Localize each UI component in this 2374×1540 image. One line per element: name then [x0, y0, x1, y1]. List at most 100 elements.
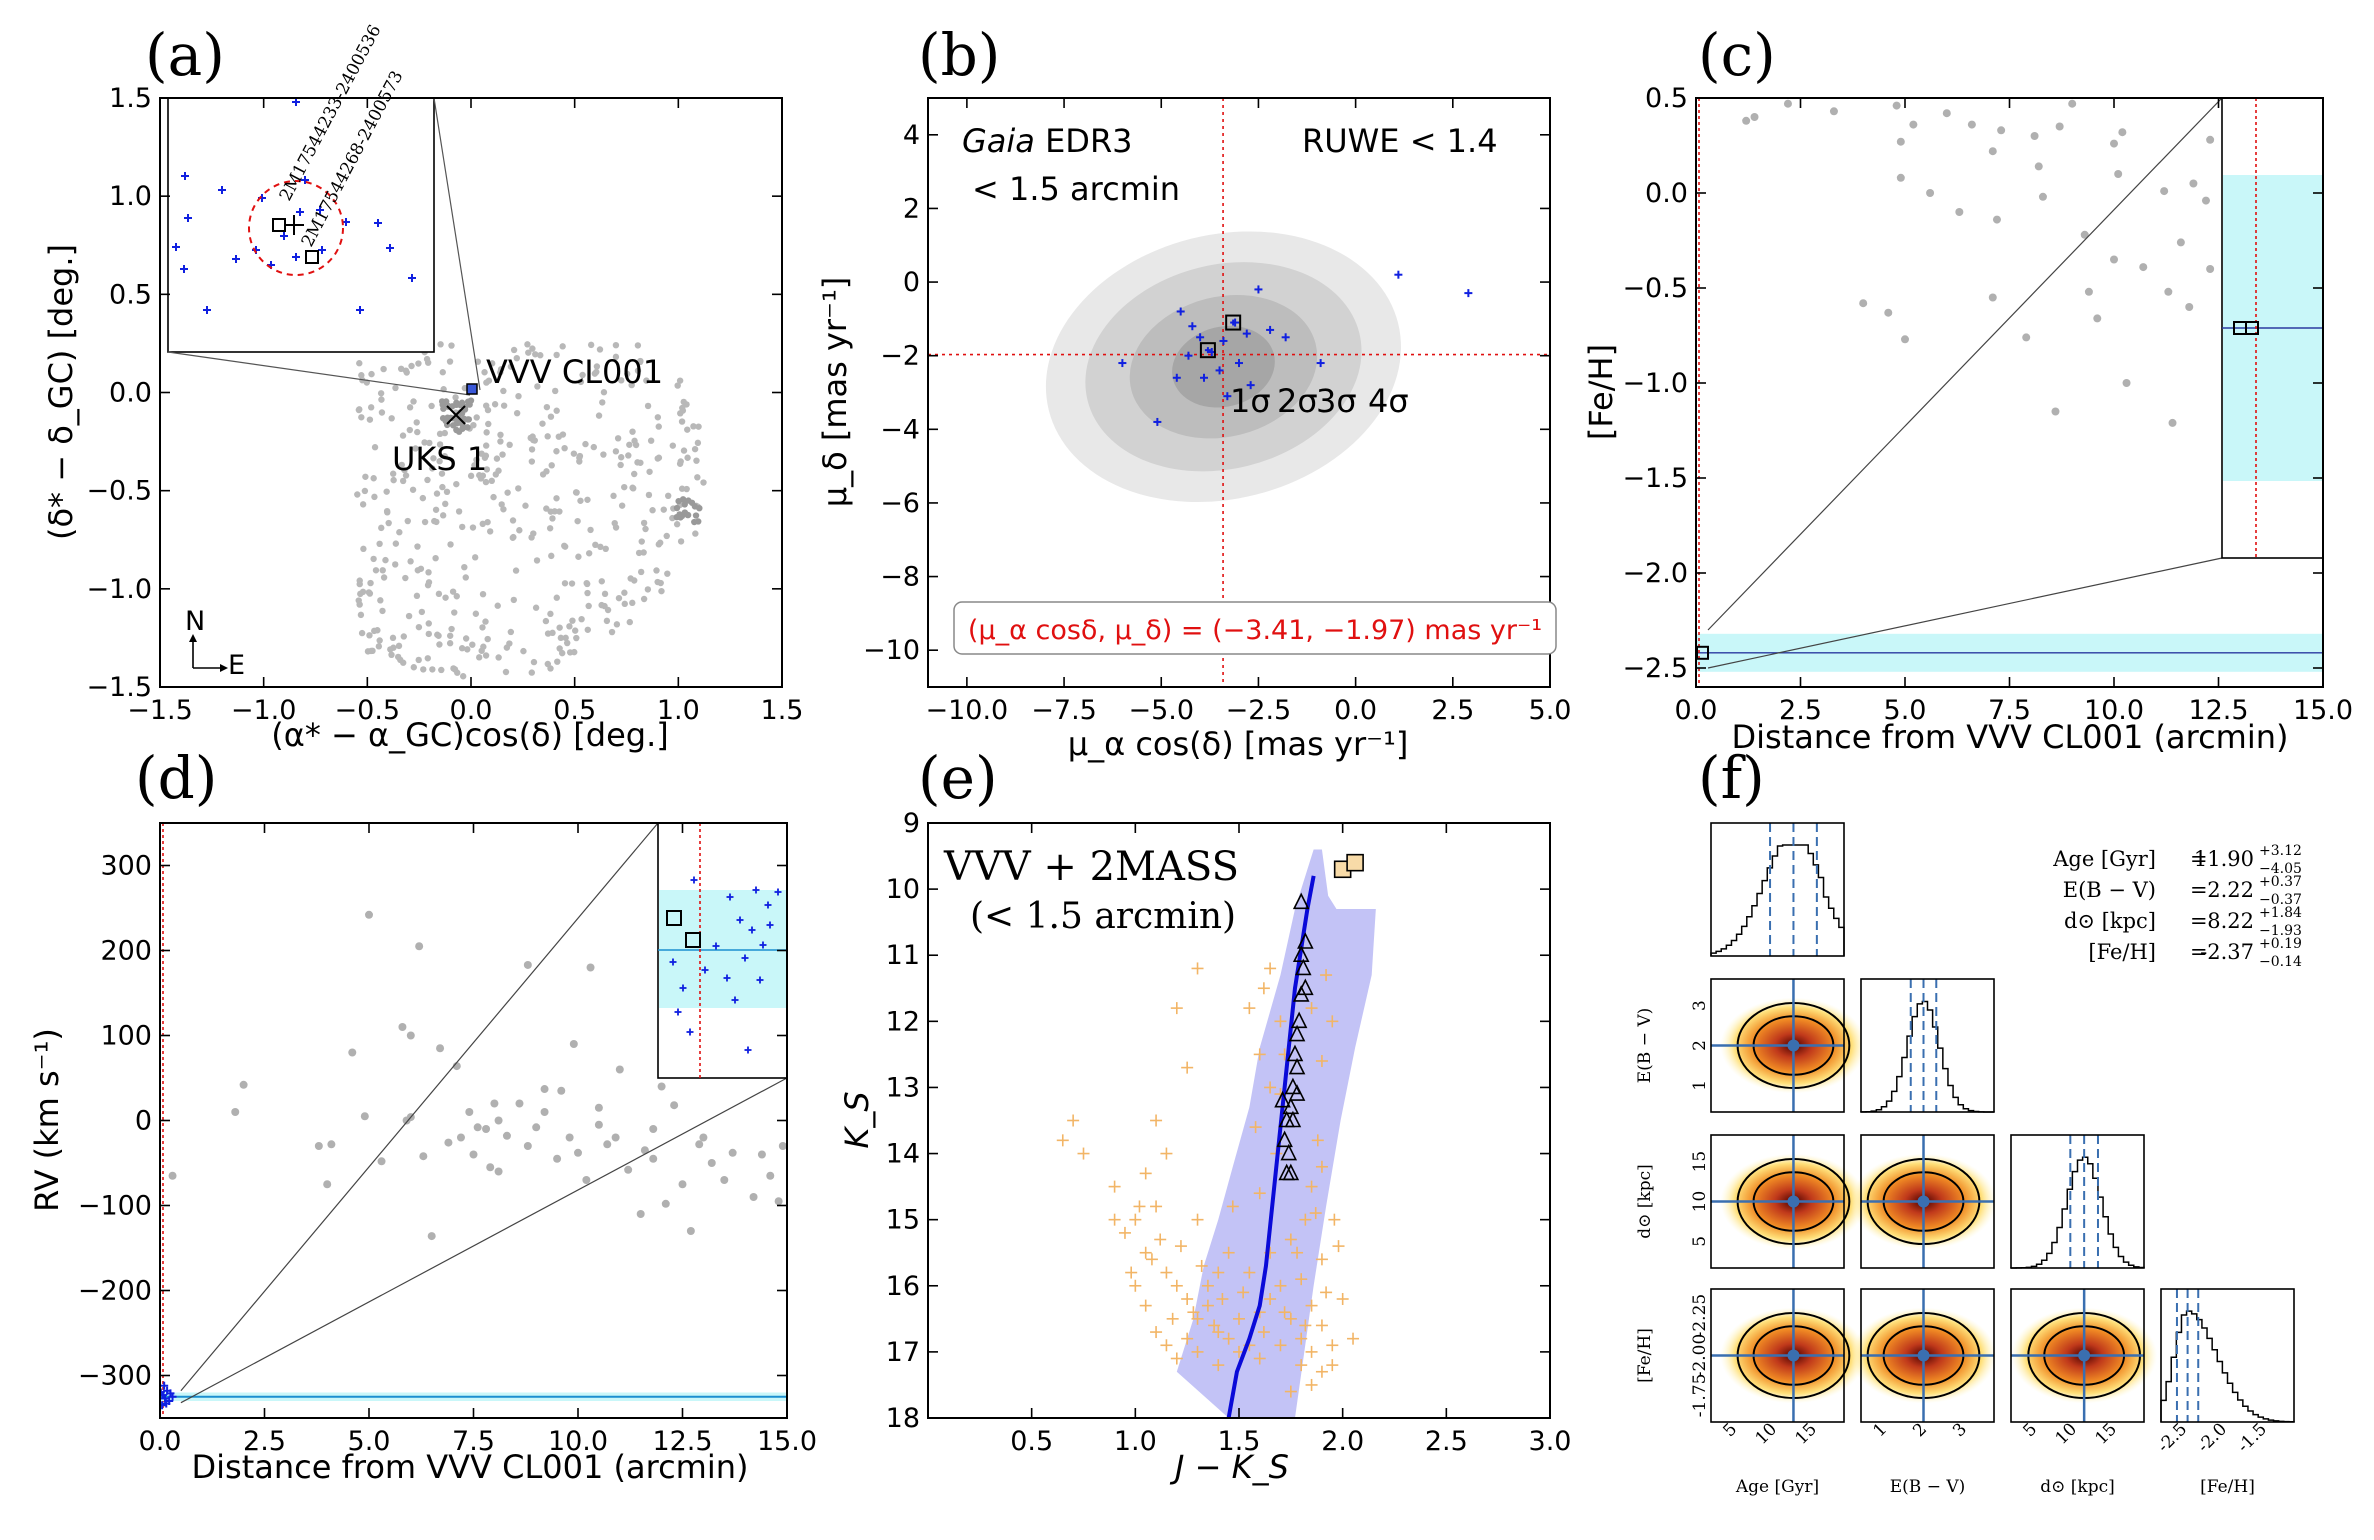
feh-field-star	[1988, 293, 1997, 302]
field-star	[634, 367, 642, 374]
panel-b-sigma-2: 2σ	[1277, 382, 1318, 420]
field-star	[436, 458, 443, 465]
feh-field-star	[2160, 187, 2169, 196]
field-star	[462, 635, 470, 642]
field-star	[678, 418, 686, 425]
field-star	[684, 454, 691, 461]
field-star	[634, 342, 642, 349]
rv-field-star	[540, 1085, 549, 1094]
field-star	[414, 428, 421, 436]
field-star	[447, 541, 454, 548]
uks1-star	[467, 397, 475, 404]
rv-field-star	[636, 1210, 645, 1218]
field-star	[558, 649, 566, 657]
x-tick-label: 10.0	[2084, 695, 2144, 726]
field-star	[433, 518, 440, 526]
field-star	[510, 596, 518, 604]
panel-a-uks1-marker	[446, 405, 466, 425]
field-star	[628, 381, 635, 389]
field-star	[553, 448, 560, 455]
x-tick-label: 5.0	[1529, 695, 1572, 726]
field-star	[552, 387, 559, 395]
cmd-member	[1276, 1130, 1293, 1148]
corner-frame	[1710, 822, 1845, 957]
pf-sum-up-3: +0.19	[2259, 936, 2302, 952]
rv-field-star	[469, 1150, 478, 1159]
x-tick-label: 2.5	[1431, 695, 1474, 726]
field-star	[577, 497, 584, 504]
field-star	[599, 399, 606, 406]
rv-field-star	[436, 1044, 445, 1053]
field-star	[528, 534, 535, 541]
feh-field-star	[2122, 379, 2131, 387]
field-star	[438, 470, 446, 477]
field-star	[418, 608, 426, 616]
cmd-member	[1288, 1024, 1306, 1042]
feh-field-star	[1884, 308, 1893, 317]
field-star	[553, 351, 560, 359]
rv-field-star	[502, 1131, 511, 1140]
clump-star	[692, 512, 700, 519]
field-star	[409, 486, 417, 493]
field-star	[587, 341, 595, 349]
rv-field-star	[231, 1108, 240, 1116]
field-star	[534, 383, 541, 390]
y-tick-label: −2	[880, 341, 920, 372]
field-star	[612, 448, 620, 455]
field-star	[631, 437, 638, 445]
field-star	[500, 402, 508, 409]
rv-field-star	[594, 1120, 603, 1129]
y-tick-label: 14	[886, 1139, 920, 1170]
y-tick-label: 0.0	[109, 378, 152, 409]
field-star	[664, 570, 671, 577]
feh-field-star	[1967, 120, 1976, 129]
x-tick-label: 15.0	[2293, 695, 2353, 726]
y-tick-label: 10	[886, 874, 920, 905]
rv-field-star	[624, 1165, 633, 1174]
rv-field-star	[482, 1125, 491, 1133]
feh-field-star	[2030, 132, 2039, 140]
field-star	[402, 472, 410, 479]
corner-ytick: 3	[1690, 1000, 1710, 1011]
field-star	[547, 508, 554, 515]
clump-star	[681, 509, 689, 516]
field-star	[640, 595, 648, 603]
field-star	[434, 631, 441, 638]
field-star	[497, 431, 504, 439]
feh-field-star	[1750, 113, 1759, 121]
cmd-member	[1292, 945, 1310, 963]
panel-d-data	[160, 823, 787, 1418]
field-star	[655, 541, 663, 548]
panel-a-member-2	[305, 250, 319, 264]
field-star	[566, 649, 574, 656]
cmd-member	[1288, 1057, 1306, 1075]
field-star	[532, 604, 540, 611]
field-star	[557, 634, 565, 642]
y-tick-label: −2.0	[1622, 558, 1688, 589]
field-star	[531, 437, 538, 444]
uks1-star	[438, 398, 446, 405]
field-star	[645, 491, 653, 499]
x-tick-label: 1.5	[761, 695, 804, 726]
field-star	[376, 540, 383, 548]
field-star	[400, 633, 407, 640]
corner-ytick: 15	[1690, 1151, 1710, 1173]
cmd-member	[1286, 1044, 1304, 1062]
x-tick-label: 2.5	[1425, 1426, 1468, 1457]
corner-cell-2-2	[2010, 1134, 2145, 1269]
x-tick-label: 2.5	[1779, 695, 1822, 726]
field-star	[361, 487, 369, 495]
field-star	[665, 492, 672, 500]
field-star	[473, 456, 480, 464]
feh-field-star	[1955, 208, 1964, 216]
x-tick-label: 1.0	[1114, 1426, 1157, 1457]
field-star	[452, 394, 459, 401]
field-star	[383, 507, 391, 515]
x-tick-label: 1.0	[657, 695, 700, 726]
field-star	[602, 545, 609, 553]
x-tick-label: 7.5	[1988, 695, 2031, 726]
field-star	[410, 398, 417, 405]
field-star	[612, 341, 620, 349]
rv-field-star	[778, 1142, 787, 1150]
y-tick-label: −1.5	[86, 672, 152, 703]
